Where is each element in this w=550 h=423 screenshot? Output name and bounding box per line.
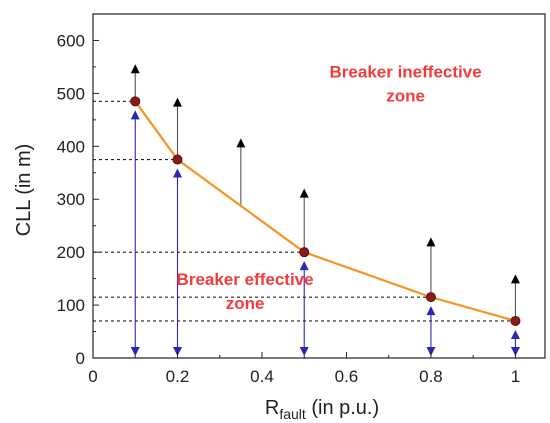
data-point [425,292,436,303]
data-point [130,96,141,107]
y-tick-label: 600 [57,31,85,50]
up-arrow-head [299,188,309,198]
double-arrow-head-up [299,261,309,271]
zone-annotation: zone [226,294,265,313]
double-arrow-head-down [426,347,436,356]
x-axis-title-subscript: fault [279,406,306,422]
x-tick-label: 0.4 [250,367,274,386]
double-arrow-head-up [510,329,520,339]
y-tick-label: 100 [57,296,85,315]
y-axis-title: CLL (in m) [13,144,35,237]
double-arrow-head-down [510,347,520,356]
y-tick-label: 300 [57,190,85,209]
plot-frame [92,13,546,359]
x-tick-label: 0.8 [419,367,443,386]
double-arrow-head-up [130,110,140,120]
double-arrow-head-down [172,347,182,356]
double-arrow-head-down [130,347,140,356]
x-tick-label: 0.2 [166,367,190,386]
double-arrow-head-up [172,168,182,178]
up-arrow-head [510,274,520,284]
zone-annotation: Breaker effective [177,270,314,289]
double-arrow-head-up [426,306,436,316]
x-tick-label: 0 [88,367,97,386]
x-axis-title-suffix: (in p.u.) [306,397,379,419]
double-arrow-head-down [299,347,309,356]
data-point [172,154,183,165]
y-tick-label: 400 [57,137,85,156]
x-tick-label: 1 [511,367,520,386]
x-axis-title: Rfault (in p.u.) [265,397,379,422]
zone-annotation: Breaker ineffective [330,63,482,82]
y-tick-label: 500 [57,84,85,103]
x-tick-label: 0.6 [335,367,359,386]
data-point [510,315,521,326]
up-arrow-head [236,138,246,148]
up-arrow-head [172,97,182,107]
zone-annotation: zone [386,86,425,105]
x-axis-title-main: R [265,397,279,419]
up-arrow-head [130,64,140,74]
y-tick-label: 0 [76,349,85,368]
data-point [299,247,310,258]
up-arrow-head [426,237,436,247]
y-tick-label: 200 [57,243,85,262]
